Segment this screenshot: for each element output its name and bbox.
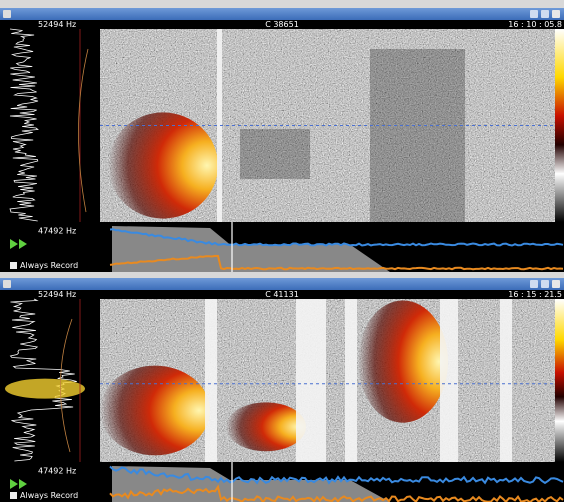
frequency-label: 52494 Hz <box>38 20 76 29</box>
heat-region <box>226 402 306 451</box>
signal-bar <box>500 299 512 462</box>
window-button[interactable] <box>552 280 560 288</box>
window-button[interactable] <box>541 10 549 18</box>
counter-label: C 41131 <box>265 290 299 299</box>
title-bar <box>0 278 564 290</box>
screenshot: 52494 Hz C 38651 16 : 10 : 05.8 47492 Hz Alw… <box>0 0 564 502</box>
title-bar <box>0 8 564 20</box>
window-icon <box>3 280 11 288</box>
controls-frequency: 47492 Hz <box>38 227 76 236</box>
window-icon <box>3 10 11 18</box>
checkbox-label: Always Record <box>20 491 78 500</box>
signal-bar <box>440 299 458 462</box>
page: 52494 Hz C 38651 16 : 10 : 05.8 47492 Hz Alw… <box>0 0 564 502</box>
waveform-panel <box>0 29 100 222</box>
window-button[interactable] <box>530 280 538 288</box>
time-label: 16 : 10 : 05.8 <box>508 20 562 29</box>
signal-bar <box>205 299 217 462</box>
heat-region <box>108 112 218 218</box>
noise-region <box>370 49 465 229</box>
colorbar <box>555 299 564 462</box>
controls-frequency: 47492 Hz <box>38 467 76 476</box>
signal-bar <box>296 299 326 462</box>
window-button[interactable] <box>530 10 538 18</box>
window-button[interactable] <box>552 10 560 18</box>
waveform-peak <box>5 379 85 399</box>
frequency-label: 52494 Hz <box>38 290 76 299</box>
checkbox[interactable] <box>10 262 17 269</box>
colorbar <box>555 29 564 222</box>
app-window: 52494 Hz C 41131 16 : 15 : 21.5 47492 Hz Alw… <box>0 278 564 502</box>
signal-bar <box>345 299 357 462</box>
time-label: 16 : 15 : 21.5 <box>508 290 562 299</box>
app-window: 52494 Hz C 38651 16 : 10 : 05.8 47492 Hz Alw… <box>0 8 564 272</box>
checkbox[interactable] <box>10 492 17 499</box>
counter-label: C 38651 <box>265 20 299 29</box>
checkbox-label: Always Record <box>20 261 78 270</box>
window-button[interactable] <box>541 280 549 288</box>
heat-region <box>100 366 210 456</box>
noise-region <box>240 129 310 179</box>
heat-region <box>358 300 448 422</box>
